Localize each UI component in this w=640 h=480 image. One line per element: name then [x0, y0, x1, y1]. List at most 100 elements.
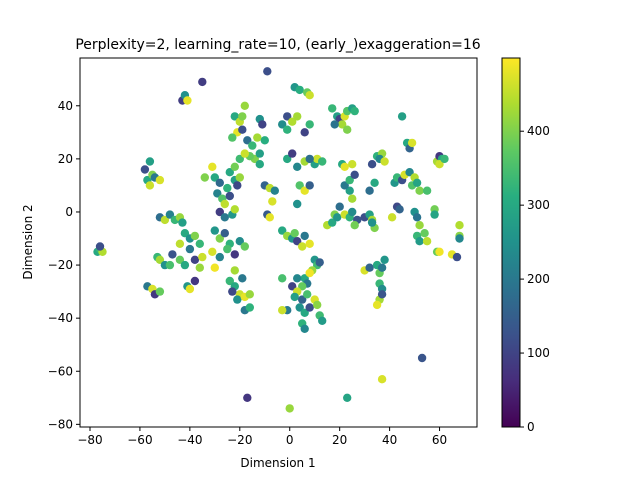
data-point [215, 252, 224, 262]
data-point [240, 149, 249, 158]
data-point [367, 160, 377, 169]
colorbar-tick-label: 300 [527, 198, 550, 212]
data-point [165, 210, 175, 219]
data-point [422, 186, 432, 195]
data-point [253, 133, 262, 142]
data-point [175, 255, 185, 264]
data-point [455, 234, 464, 243]
data-point [190, 276, 200, 286]
data-point [223, 183, 232, 193]
x-tick-label: −40 [177, 433, 202, 447]
data-point [305, 181, 314, 190]
data-point [230, 250, 239, 259]
data-point [240, 242, 249, 251]
x-tick-label: −80 [77, 433, 102, 447]
data-point [265, 213, 274, 222]
data-point [372, 300, 382, 310]
data-point [230, 162, 239, 171]
data-point [208, 162, 217, 171]
plot-area-frame [79, 57, 478, 428]
data-point [238, 274, 247, 283]
data-point [293, 237, 302, 246]
data-point [215, 207, 224, 217]
data-point [225, 168, 234, 177]
data-point [183, 96, 192, 105]
data-point [278, 226, 287, 235]
data-point [397, 112, 407, 121]
data-point [258, 120, 267, 129]
data-point [412, 178, 422, 187]
data-point [155, 287, 165, 296]
data-point [380, 157, 389, 166]
chart-title: Perplexity=2, learning_rate=10, (early_)… [75, 37, 480, 53]
data-point [268, 197, 277, 206]
data-point [190, 255, 200, 264]
data-point [380, 255, 389, 264]
data-point [370, 178, 379, 187]
data-point [318, 316, 327, 325]
data-point [278, 306, 287, 315]
data-point [240, 101, 249, 111]
data-point [243, 136, 252, 145]
data-point [243, 393, 252, 402]
data-point [293, 112, 302, 121]
y-tick-label: −40 [48, 311, 73, 325]
data-point [330, 120, 339, 129]
data-point [365, 186, 374, 195]
data-point [145, 157, 155, 166]
data-point [215, 234, 224, 243]
data-point [290, 292, 299, 302]
data-point [300, 128, 309, 137]
data-point [293, 274, 302, 283]
data-point [340, 181, 349, 190]
data-point [228, 287, 237, 296]
data-point [245, 290, 254, 299]
data-point [313, 300, 322, 310]
data-point [305, 120, 314, 129]
data-point [452, 252, 462, 262]
x-tick-label: 20 [332, 433, 347, 447]
data-point [350, 170, 359, 179]
colorbar-tick-label: 100 [527, 346, 550, 360]
data-point [350, 221, 359, 230]
data-point [168, 250, 177, 259]
data-point [298, 242, 307, 251]
data-point [340, 162, 349, 171]
data-point [278, 120, 287, 129]
data-point [305, 91, 314, 100]
data-point [198, 252, 207, 262]
data-point [435, 160, 444, 169]
data-point [293, 199, 302, 209]
y-axis-ticks: −80 −60 −40 −20 0 20 40 [48, 99, 80, 431]
data-point [377, 263, 387, 272]
data-point [235, 154, 244, 164]
data-point [198, 77, 207, 87]
data-point [213, 189, 222, 198]
data-point [305, 303, 314, 312]
data-point [455, 221, 464, 230]
data-point [415, 186, 424, 195]
data-point [160, 215, 170, 225]
data-point [417, 353, 427, 363]
data-point [348, 194, 357, 203]
data-point [303, 290, 312, 299]
data-point [190, 231, 200, 241]
data-point [145, 181, 155, 190]
data-point [285, 404, 294, 413]
data-point [300, 308, 309, 317]
data-point [223, 244, 232, 254]
data-point [430, 210, 439, 219]
data-point [95, 242, 105, 251]
data-point [305, 268, 314, 278]
data-point [185, 244, 195, 254]
data-point [293, 162, 302, 171]
data-point [230, 266, 239, 275]
data-point [278, 274, 287, 283]
data-point [328, 218, 337, 227]
data-point [377, 290, 387, 299]
data-point [235, 237, 244, 246]
data-point [283, 125, 292, 134]
data-point [298, 295, 307, 304]
data-point [155, 175, 165, 185]
data-point [395, 205, 404, 214]
